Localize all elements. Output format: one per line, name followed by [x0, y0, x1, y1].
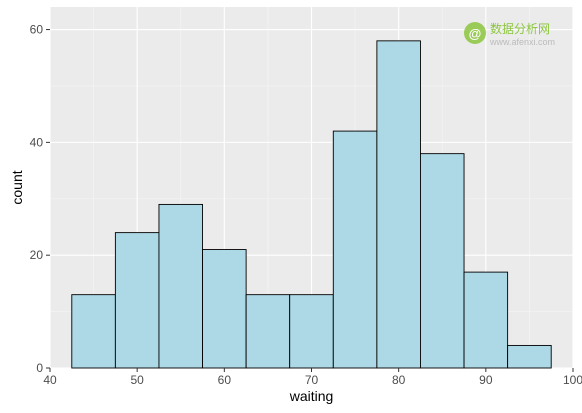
y-axis-ticks: 0 20 40 60 [30, 23, 50, 375]
histogram-bar [289, 294, 334, 369]
histogram-bar [245, 294, 291, 369]
watermark-logo: @ 数据分析网 www.afenxi.com [464, 21, 555, 47]
y-tick-label: 60 [30, 23, 44, 37]
histogram-bar [202, 249, 247, 369]
y-tick-label: 0 [36, 361, 43, 375]
x-axis-ticks: 40 50 60 70 80 90 100 [43, 368, 582, 387]
histogram-bars [71, 40, 552, 369]
x-axis-title: waiting [289, 388, 334, 404]
x-tick-label: 60 [218, 373, 232, 387]
histogram-bar [507, 344, 552, 369]
y-tick-label: 40 [30, 135, 44, 149]
histogram-bar [114, 232, 160, 369]
histogram-bar [463, 271, 509, 369]
y-tick-label: 20 [30, 248, 44, 262]
histogram-bar [158, 203, 203, 369]
x-tick-label: 80 [392, 373, 406, 387]
x-tick-label: 90 [479, 373, 493, 387]
watermark-url: www.afenxi.com [489, 37, 555, 47]
x-tick-label: 100 [563, 373, 582, 387]
watermark-text: 数据分析网 [490, 21, 550, 36]
watermark-circle-icon [464, 22, 486, 44]
histogram-bar [332, 130, 378, 369]
x-tick-label: 40 [43, 373, 57, 387]
histogram-bar [376, 40, 421, 369]
x-tick-label: 70 [305, 373, 319, 387]
histogram-bar [71, 294, 116, 369]
histogram-bar [420, 153, 465, 369]
y-axis-title: count [9, 170, 25, 204]
x-tick-label: 50 [130, 373, 144, 387]
watermark-at-icon: @ [469, 26, 482, 41]
